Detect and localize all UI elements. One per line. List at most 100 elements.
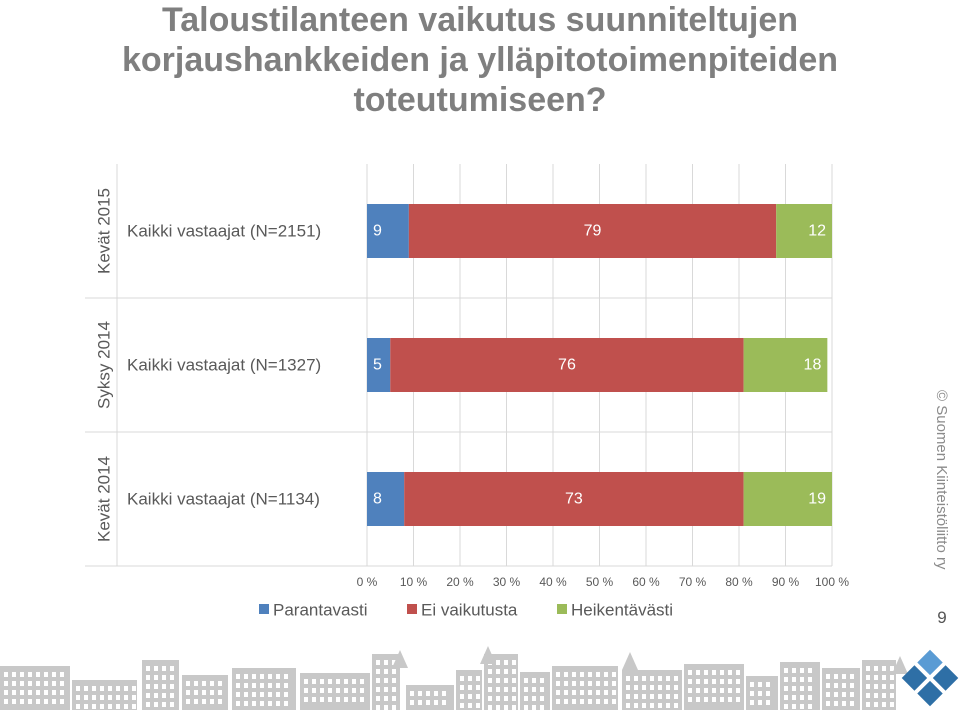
building-window [808, 668, 812, 673]
building-window [504, 696, 508, 701]
building-window [100, 704, 104, 709]
building-window [572, 681, 576, 686]
building-window [488, 696, 492, 701]
building-window [596, 672, 600, 677]
building-window [720, 688, 724, 693]
building-window [882, 702, 886, 707]
building-window [758, 700, 762, 705]
building-window [154, 675, 158, 680]
x-tick-label: 50 % [586, 575, 614, 589]
building-window [596, 681, 600, 686]
building-window [284, 692, 288, 697]
data-label: 76 [558, 357, 576, 374]
building-window [800, 704, 804, 709]
building-window [468, 703, 472, 708]
building-window [76, 704, 80, 709]
building-window [44, 699, 48, 704]
building-window [736, 679, 740, 684]
building-window [728, 679, 732, 684]
building-window [124, 686, 128, 691]
building-window [268, 674, 272, 679]
building-window [132, 686, 136, 691]
building-window [704, 688, 708, 693]
x-tick-label: 20 % [446, 575, 474, 589]
building-window [154, 693, 158, 698]
building-window [866, 684, 870, 689]
building-window [344, 697, 348, 702]
building-window [146, 693, 150, 698]
building-window [808, 677, 812, 682]
building-window [728, 670, 732, 675]
building-window [800, 668, 804, 673]
building-window [712, 688, 716, 693]
building-window [244, 692, 248, 697]
building-window [890, 684, 894, 689]
building-window [384, 660, 388, 665]
building-window [736, 688, 740, 693]
legend-swatch [259, 604, 269, 614]
building-window [384, 696, 388, 701]
building-window [792, 668, 796, 673]
building-window [808, 704, 812, 709]
building-window [284, 674, 288, 679]
data-label: 19 [808, 491, 826, 508]
building-window [488, 705, 492, 710]
building-window [604, 690, 608, 695]
x-tick-label: 90 % [772, 575, 800, 589]
building-window [236, 683, 240, 688]
category-label: Kaikki vastaajat (N=1134) [127, 490, 320, 509]
building-window [808, 695, 812, 700]
building-window [882, 675, 886, 680]
building-window [890, 666, 894, 671]
building-window [92, 686, 96, 691]
building-window [890, 693, 894, 698]
building-window [384, 669, 388, 674]
building-window [658, 703, 662, 708]
building-window [750, 682, 754, 687]
building-window [650, 685, 654, 690]
building-window [468, 676, 472, 681]
building-window [36, 699, 40, 704]
building-window [84, 704, 88, 709]
building-window [132, 704, 136, 709]
building-window [352, 697, 356, 702]
building-window [360, 697, 364, 702]
building-window [728, 697, 732, 702]
building-window [210, 681, 214, 686]
building-window [12, 690, 16, 695]
building-window [410, 691, 414, 696]
building-window [4, 681, 8, 686]
building-body [0, 666, 70, 710]
building-window [460, 694, 464, 699]
building-window [642, 685, 646, 690]
building-window [20, 699, 24, 704]
building-window [792, 695, 796, 700]
building-window [834, 692, 838, 697]
building-window [218, 699, 222, 704]
building-window [650, 703, 654, 708]
building [182, 675, 228, 710]
data-label: 73 [565, 491, 583, 508]
building-window [572, 690, 576, 695]
building-window [376, 660, 380, 665]
building-window [218, 690, 222, 695]
building-window [564, 699, 568, 704]
building-window [758, 682, 762, 687]
building-window [44, 690, 48, 695]
building-window [336, 697, 340, 702]
building-window [826, 692, 830, 697]
group-label: Kevät 2015 [95, 188, 114, 274]
building-window [532, 696, 536, 701]
building-window [20, 690, 24, 695]
building-window [170, 666, 174, 671]
building-window [588, 672, 592, 677]
building-window [426, 691, 430, 696]
building-window [826, 683, 830, 688]
building-window [604, 699, 608, 704]
slide-number: 9 [937, 608, 947, 627]
building-window [76, 695, 80, 700]
building-window [304, 679, 308, 684]
building-window [146, 702, 150, 707]
building-window [642, 676, 646, 681]
legend-label: Parantavasti [273, 601, 368, 620]
